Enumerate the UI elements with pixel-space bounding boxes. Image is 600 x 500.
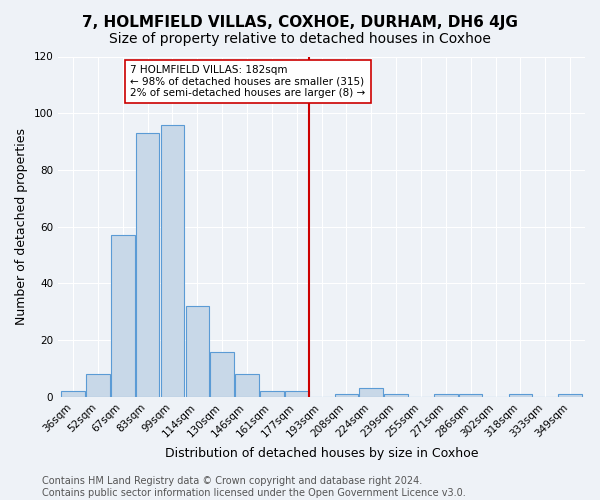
Bar — [335, 394, 358, 397]
X-axis label: Distribution of detached houses by size in Coxhoe: Distribution of detached houses by size … — [165, 447, 478, 460]
Y-axis label: Number of detached properties: Number of detached properties — [15, 128, 28, 325]
Bar — [558, 394, 582, 397]
Bar — [260, 392, 284, 397]
Text: 7 HOLMFIELD VILLAS: 182sqm
← 98% of detached houses are smaller (315)
2% of semi: 7 HOLMFIELD VILLAS: 182sqm ← 98% of deta… — [130, 65, 365, 98]
Bar — [61, 392, 85, 397]
Bar — [509, 394, 532, 397]
Bar — [285, 392, 308, 397]
Bar — [459, 394, 482, 397]
Text: Size of property relative to detached houses in Coxhoe: Size of property relative to detached ho… — [109, 32, 491, 46]
Bar — [211, 352, 234, 397]
Text: 7, HOLMFIELD VILLAS, COXHOE, DURHAM, DH6 4JG: 7, HOLMFIELD VILLAS, COXHOE, DURHAM, DH6… — [82, 15, 518, 30]
Bar — [185, 306, 209, 397]
Bar — [359, 388, 383, 397]
Text: Contains HM Land Registry data © Crown copyright and database right 2024.
Contai: Contains HM Land Registry data © Crown c… — [42, 476, 466, 498]
Bar — [385, 394, 408, 397]
Bar — [111, 235, 134, 397]
Bar — [434, 394, 458, 397]
Bar — [86, 374, 110, 397]
Bar — [161, 124, 184, 397]
Bar — [235, 374, 259, 397]
Bar — [136, 133, 160, 397]
